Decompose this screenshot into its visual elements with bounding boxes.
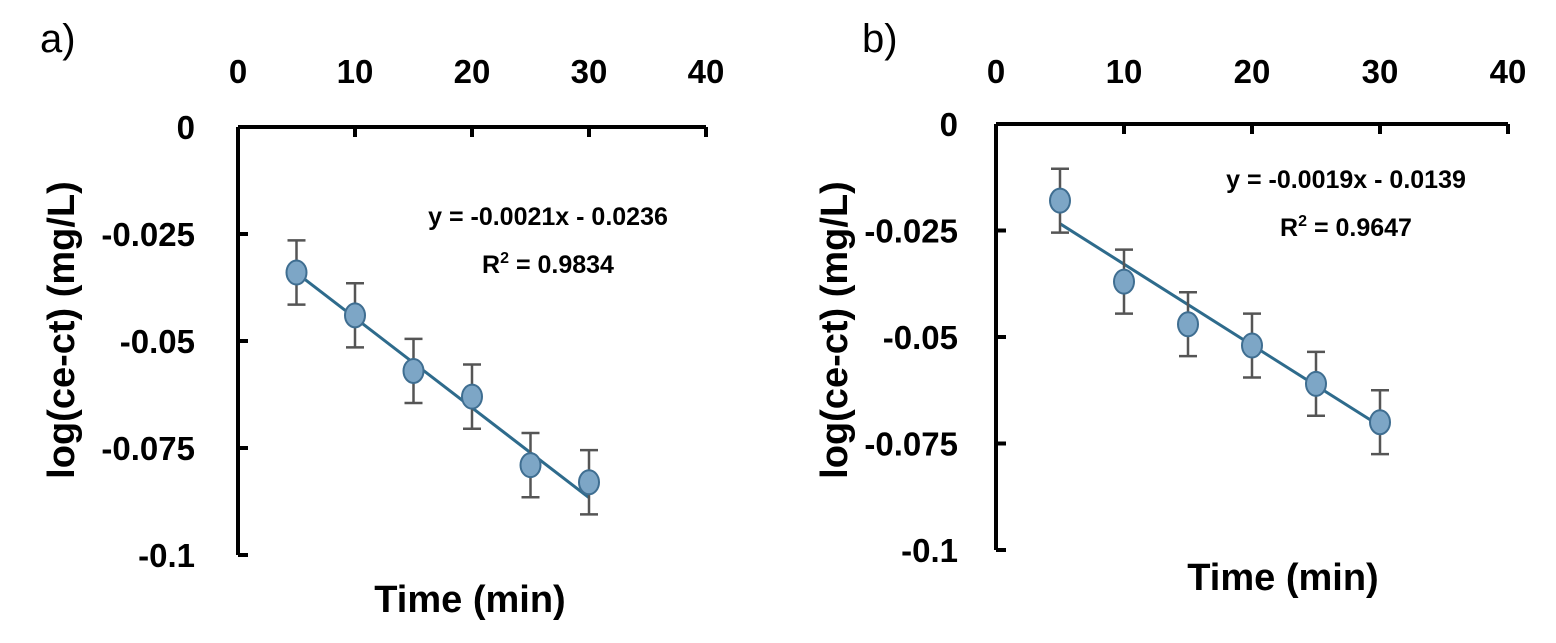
trendline [295,271,590,499]
data-point [344,302,366,329]
data-point [285,259,308,286]
r-squared-symbol: R [482,251,500,279]
r-squared-label: R2 = 0.9647 [1280,213,1412,242]
y-tick-label: 0 [940,106,958,143]
trendline [1059,222,1381,428]
data-point [1113,268,1135,295]
chart-panel-b: b) 0 10 20 30 40 0 -0.025 -0.05 -0.075 -0.1 log(ce-… [814,17,1526,599]
x-tick-label: 40 [688,53,725,90]
x-tick-label: 20 [454,53,491,90]
r-squared-symbol: R [1280,214,1298,242]
data-point [1177,311,1199,338]
y-tick-label: -0.1 [138,537,195,574]
y-axis-label: log(ce-ct) (mg/L) [814,181,856,479]
y-tick-label: -0.05 [120,323,195,360]
data-point [1241,332,1263,359]
x-tick-label: 30 [1362,53,1399,90]
y-tick-label: -0.075 [864,426,958,463]
r-squared-label: R2 = 0.9834 [482,250,614,279]
r-squared-value: = 0.9834 [509,251,614,279]
r-squared-exponent: 2 [1298,213,1307,230]
r-squared-exponent: 2 [500,250,509,267]
trendline-equation: y = -0.0019x - 0.0139 [1226,166,1466,194]
data-point [1369,409,1391,436]
y-tick-label: -0.025 [864,213,958,250]
data-point [519,452,542,479]
x-tick-label: 10 [1106,53,1143,90]
data-point [461,383,483,410]
data-point [578,469,600,496]
panel-label: b) [862,17,898,61]
chart-panel-a: a) 0 10 20 30 40 0 -0.025 -0.05 -0.075 -0.1 log(ce-… [40,17,724,621]
panel-label: a) [40,17,76,61]
trendline-equation: y = -0.0021x - 0.0236 [428,203,668,231]
y-axis-label: log(ce-ct) (mg/L) [41,181,83,479]
x-tick-label: 0 [229,53,247,90]
x-tick-label: 20 [1234,53,1271,90]
y-tick-label: 0 [177,109,195,146]
y-tick-label: -0.075 [101,430,195,467]
x-axis-label: Time (min) [1187,557,1378,599]
x-tick-label: 0 [987,53,1005,90]
x-axis-label: Time (min) [374,579,565,621]
data-point [1049,187,1071,214]
data-point [402,357,425,384]
x-tick-label: 30 [571,53,608,90]
r-squared-value: = 0.9647 [1307,214,1412,242]
x-tick-label: 10 [337,53,374,90]
y-tick-label: -0.025 [101,216,195,253]
x-tick-label: 40 [1490,53,1527,90]
data-point [1305,370,1327,397]
y-tick-label: -0.05 [883,319,958,356]
y-tick-label: -0.1 [901,532,958,569]
